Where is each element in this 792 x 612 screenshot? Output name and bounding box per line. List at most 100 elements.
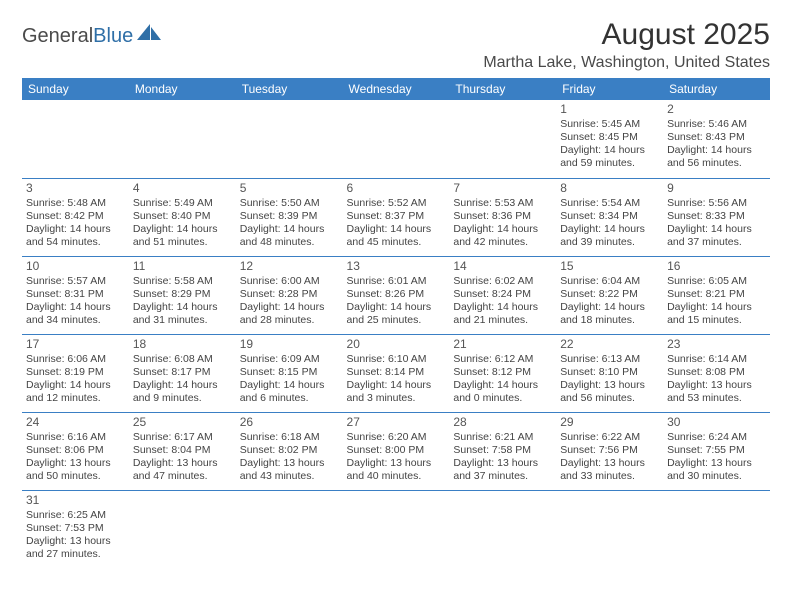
day-header: Monday (129, 78, 236, 100)
sunset-text: Sunset: 8:06 PM (26, 444, 125, 457)
daylight-text: Daylight: 14 hours and 34 minutes. (26, 301, 125, 327)
calendar-cell: 30Sunrise: 6:24 AMSunset: 7:55 PMDayligh… (663, 412, 770, 490)
sunset-text: Sunset: 8:43 PM (667, 131, 766, 144)
brand-logo: GeneralBlue (22, 24, 163, 48)
sunset-text: Sunset: 8:39 PM (240, 210, 339, 223)
sunset-text: Sunset: 7:55 PM (667, 444, 766, 457)
sunrise-text: Sunrise: 5:49 AM (133, 197, 232, 210)
sunset-text: Sunset: 7:56 PM (560, 444, 659, 457)
day-number: 24 (26, 415, 125, 430)
calendar-cell (236, 100, 343, 178)
sunrise-text: Sunrise: 5:56 AM (667, 197, 766, 210)
day-header: Tuesday (236, 78, 343, 100)
daylight-text: Daylight: 14 hours and 45 minutes. (347, 223, 446, 249)
sail-icon (137, 24, 163, 48)
day-header: Sunday (22, 78, 129, 100)
calendar-row: 3Sunrise: 5:48 AMSunset: 8:42 PMDaylight… (22, 178, 770, 256)
calendar-cell (129, 490, 236, 568)
sunrise-text: Sunrise: 5:54 AM (560, 197, 659, 210)
sunrise-text: Sunrise: 5:45 AM (560, 118, 659, 131)
sunset-text: Sunset: 8:02 PM (240, 444, 339, 457)
calendar-cell: 16Sunrise: 6:05 AMSunset: 8:21 PMDayligh… (663, 256, 770, 334)
brand-part2: Blue (93, 25, 133, 48)
day-number: 31 (26, 493, 125, 508)
calendar-cell: 13Sunrise: 6:01 AMSunset: 8:26 PMDayligh… (343, 256, 450, 334)
calendar-row: 10Sunrise: 5:57 AMSunset: 8:31 PMDayligh… (22, 256, 770, 334)
day-number: 22 (560, 337, 659, 352)
calendar-row: 17Sunrise: 6:06 AMSunset: 8:19 PMDayligh… (22, 334, 770, 412)
sunset-text: Sunset: 7:53 PM (26, 522, 125, 535)
daylight-text: Daylight: 14 hours and 56 minutes. (667, 144, 766, 170)
calendar-cell: 14Sunrise: 6:02 AMSunset: 8:24 PMDayligh… (449, 256, 556, 334)
calendar-cell: 4Sunrise: 5:49 AMSunset: 8:40 PMDaylight… (129, 178, 236, 256)
day-number: 17 (26, 337, 125, 352)
daylight-text: Daylight: 13 hours and 47 minutes. (133, 457, 232, 483)
sunset-text: Sunset: 8:14 PM (347, 366, 446, 379)
day-number: 30 (667, 415, 766, 430)
sunrise-text: Sunrise: 6:21 AM (453, 431, 552, 444)
calendar-cell (129, 100, 236, 178)
daylight-text: Daylight: 13 hours and 53 minutes. (667, 379, 766, 405)
sunset-text: Sunset: 8:26 PM (347, 288, 446, 301)
daylight-text: Daylight: 14 hours and 39 minutes. (560, 223, 659, 249)
calendar-cell (343, 100, 450, 178)
sunrise-text: Sunrise: 6:22 AM (560, 431, 659, 444)
daylight-text: Daylight: 14 hours and 51 minutes. (133, 223, 232, 249)
daylight-text: Daylight: 14 hours and 6 minutes. (240, 379, 339, 405)
day-number: 23 (667, 337, 766, 352)
calendar-cell: 2Sunrise: 5:46 AMSunset: 8:43 PMDaylight… (663, 100, 770, 178)
day-number: 11 (133, 259, 232, 274)
daylight-text: Daylight: 14 hours and 37 minutes. (667, 223, 766, 249)
daylight-text: Daylight: 14 hours and 25 minutes. (347, 301, 446, 327)
calendar-row: 24Sunrise: 6:16 AMSunset: 8:06 PM Dayligh… (22, 412, 770, 490)
day-number: 15 (560, 259, 659, 274)
calendar-cell: 10Sunrise: 5:57 AMSunset: 8:31 PMDayligh… (22, 256, 129, 334)
calendar-cell (556, 490, 663, 568)
calendar-cell: 31Sunrise: 6:25 AMSunset: 7:53 PMDayligh… (22, 490, 129, 568)
sunrise-text: Sunrise: 5:52 AM (347, 197, 446, 210)
sunrise-text: Sunrise: 6:06 AM (26, 353, 125, 366)
sunrise-text: Sunrise: 6:02 AM (453, 275, 552, 288)
calendar-cell: 25Sunrise: 6:17 AMSunset: 8:04 PMDayligh… (129, 412, 236, 490)
sunrise-text: Sunrise: 6:16 AM (26, 431, 125, 444)
daylight-text: Daylight: 14 hours and 21 minutes. (453, 301, 552, 327)
calendar-cell: 9Sunrise: 5:56 AMSunset: 8:33 PMDaylight… (663, 178, 770, 256)
daylight-text: Daylight: 14 hours and 0 minutes. (453, 379, 552, 405)
day-header: Wednesday (343, 78, 450, 100)
sunrise-text: Sunrise: 6:05 AM (667, 275, 766, 288)
sunrise-text: Sunrise: 5:53 AM (453, 197, 552, 210)
day-number: 5 (240, 181, 339, 196)
calendar-cell: 12Sunrise: 6:00 AMSunset: 8:28 PMDayligh… (236, 256, 343, 334)
daylight-text: Daylight: 14 hours and 15 minutes. (667, 301, 766, 327)
calendar-cell: 28Sunrise: 6:21 AMSunset: 7:58 PMDayligh… (449, 412, 556, 490)
daylight-text: Daylight: 14 hours and 31 minutes. (133, 301, 232, 327)
sunrise-text: Sunrise: 6:17 AM (133, 431, 232, 444)
daylight-text: Daylight: 14 hours and 12 minutes. (26, 379, 125, 405)
calendar-cell: 20Sunrise: 6:10 AMSunset: 8:14 PMDayligh… (343, 334, 450, 412)
day-number: 7 (453, 181, 552, 196)
sunset-text: Sunset: 8:40 PM (133, 210, 232, 223)
day-number: 8 (560, 181, 659, 196)
sunrise-text: Sunrise: 6:25 AM (26, 509, 125, 522)
sunrise-text: Sunrise: 5:46 AM (667, 118, 766, 131)
sunset-text: Sunset: 8:22 PM (560, 288, 659, 301)
day-number: 3 (26, 181, 125, 196)
day-number: 18 (133, 337, 232, 352)
daylight-text: Daylight: 13 hours and 27 minutes. (26, 535, 125, 561)
sunset-text: Sunset: 8:04 PM (133, 444, 232, 457)
day-number: 12 (240, 259, 339, 274)
calendar-cell: 5Sunrise: 5:50 AMSunset: 8:39 PMDaylight… (236, 178, 343, 256)
daylight-text: Daylight: 13 hours and 30 minutes. (667, 457, 766, 483)
sunrise-text: Sunrise: 6:08 AM (133, 353, 232, 366)
daylight-text: Daylight: 13 hours and 56 minutes. (560, 379, 659, 405)
sunset-text: Sunset: 8:21 PM (667, 288, 766, 301)
sunset-text: Sunset: 8:17 PM (133, 366, 232, 379)
sunrise-text: Sunrise: 5:57 AM (26, 275, 125, 288)
calendar-cell: 1Sunrise: 5:45 AMSunset: 8:45 PMDaylight… (556, 100, 663, 178)
day-number: 14 (453, 259, 552, 274)
sunset-text: Sunset: 8:29 PM (133, 288, 232, 301)
calendar-cell: 7Sunrise: 5:53 AMSunset: 8:36 PMDaylight… (449, 178, 556, 256)
calendar-cell: 29Sunrise: 6:22 AMSunset: 7:56 PMDayligh… (556, 412, 663, 490)
calendar-cell: 17Sunrise: 6:06 AMSunset: 8:19 PMDayligh… (22, 334, 129, 412)
daylight-text: Daylight: 13 hours and 43 minutes. (240, 457, 339, 483)
